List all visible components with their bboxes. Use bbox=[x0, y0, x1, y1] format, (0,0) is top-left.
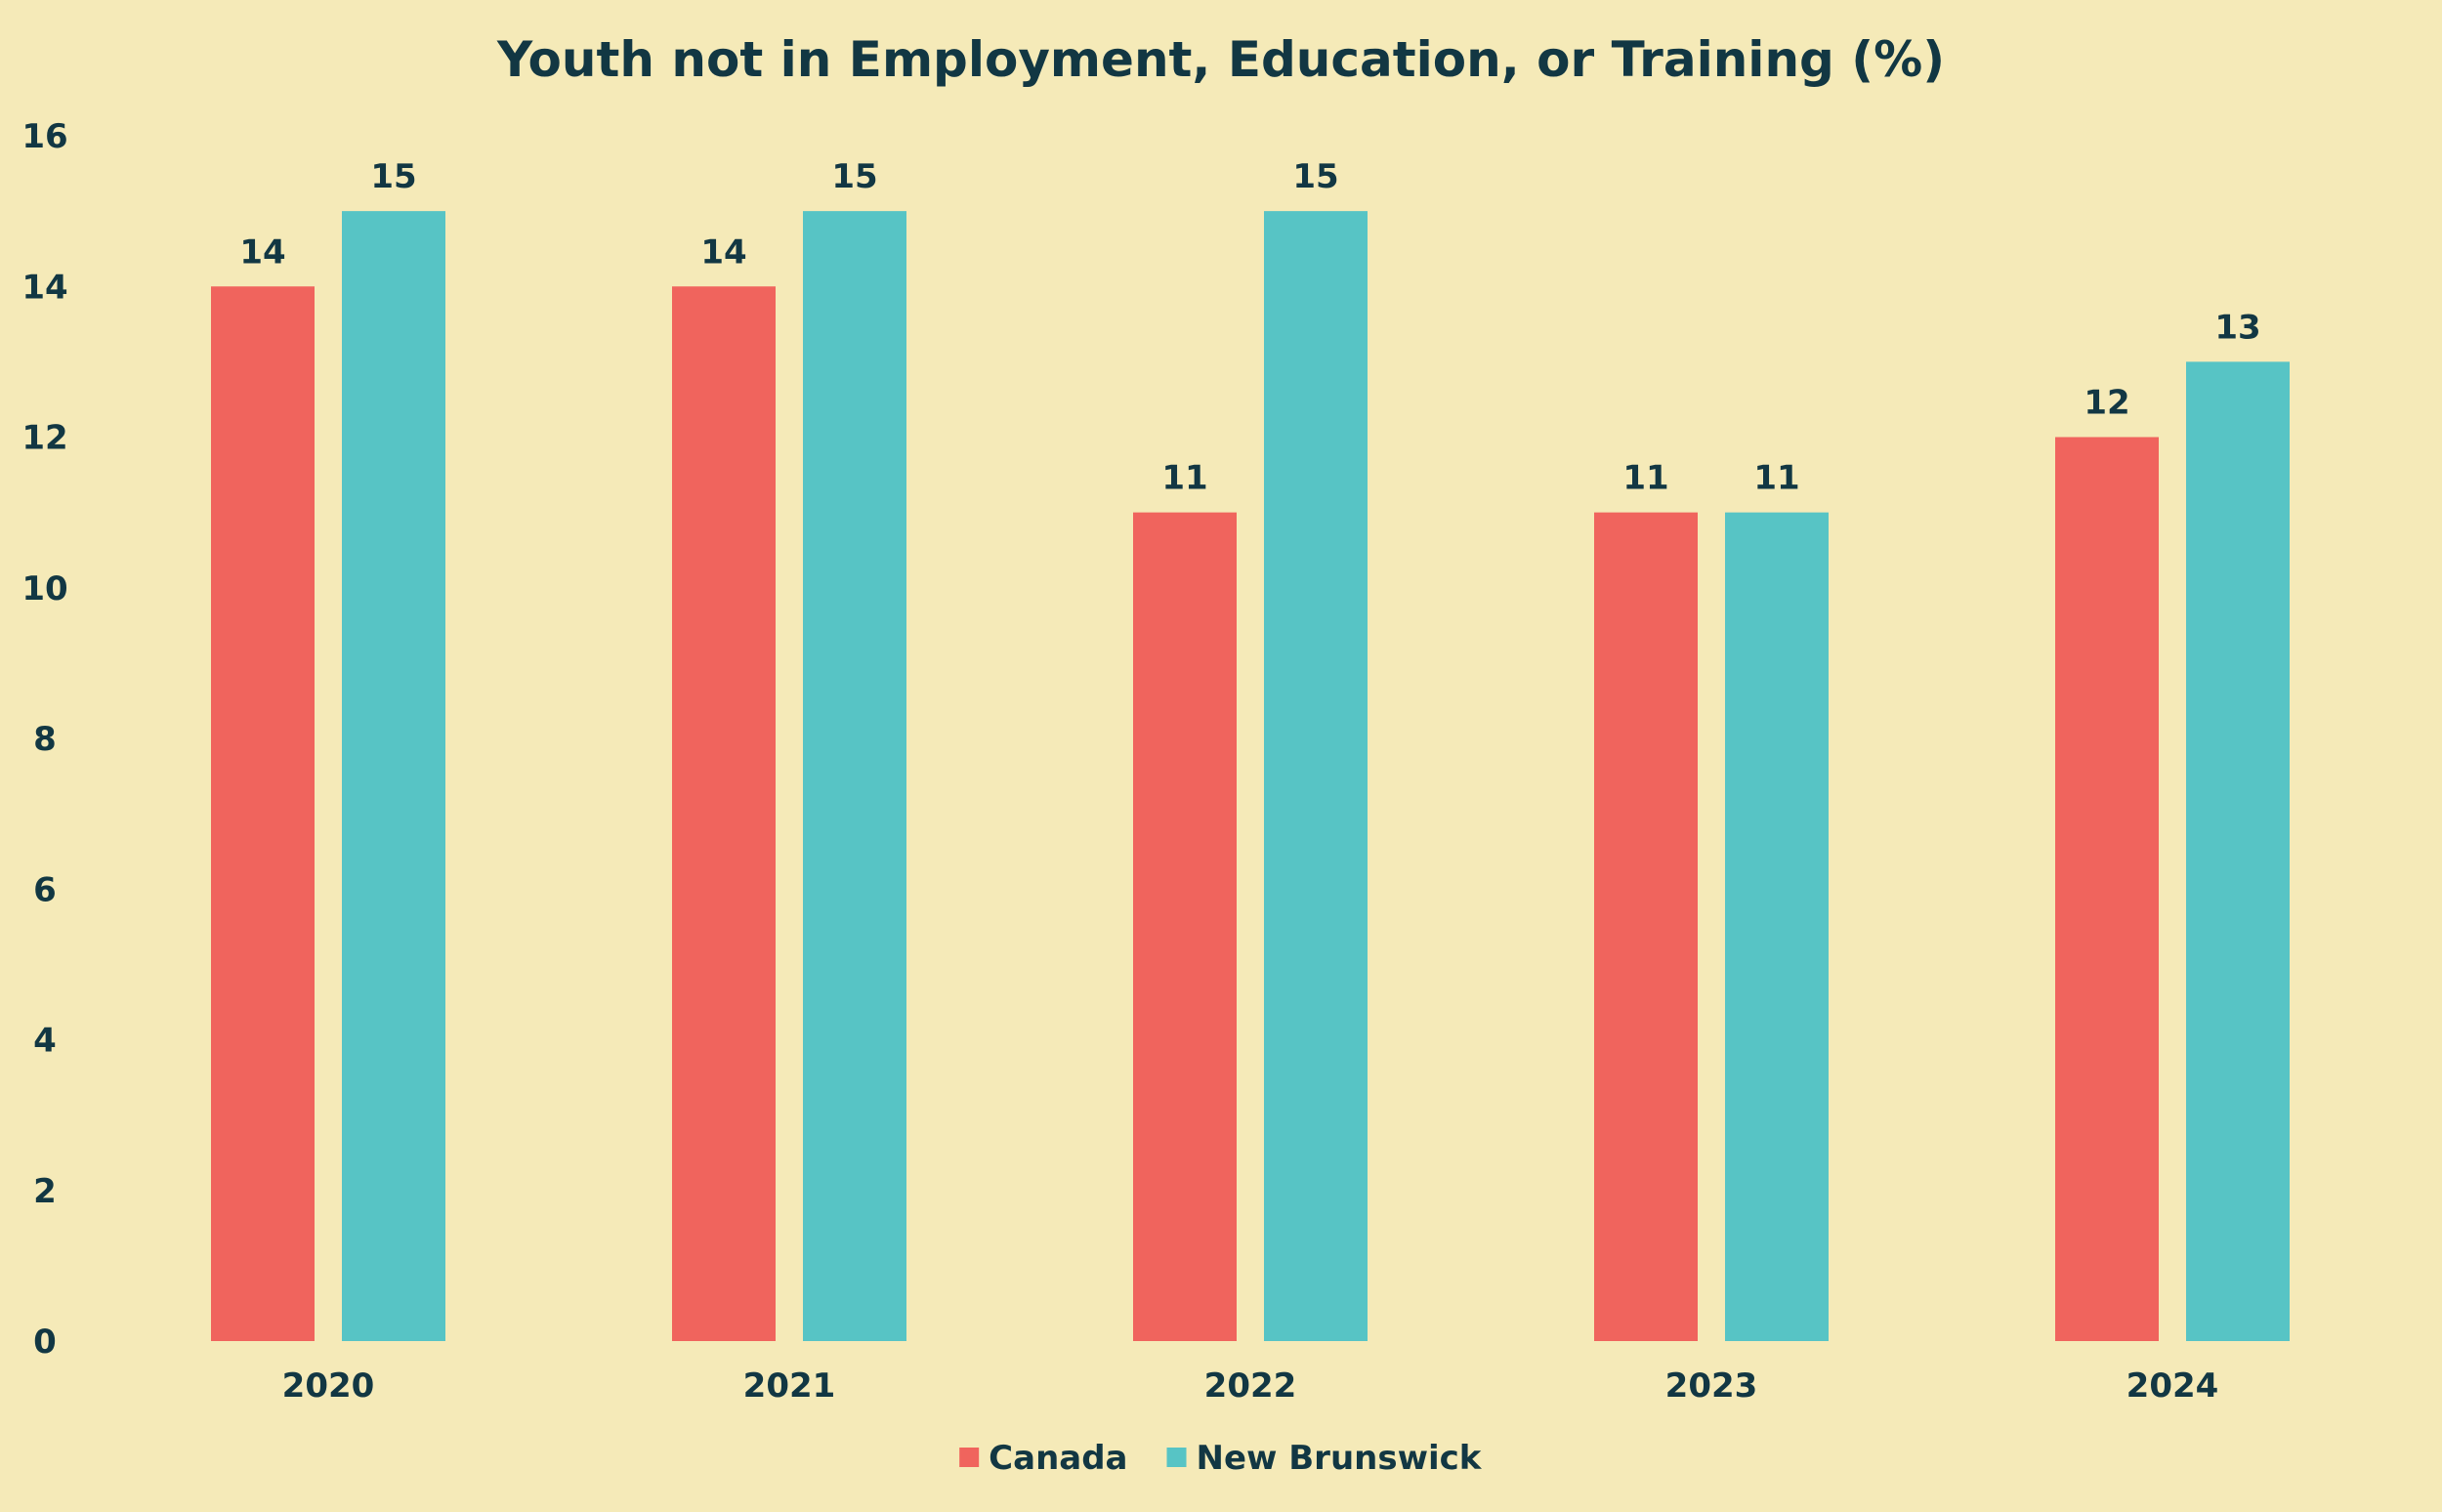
bar-new-brunswick-2023 bbox=[1725, 512, 1829, 1341]
data-label: 11 bbox=[1161, 459, 1207, 498]
legend: Canada New Brunswick bbox=[959, 1439, 1483, 1478]
chart-title: Youth not in Employment, Education, or T… bbox=[496, 31, 1945, 88]
data-label: 15 bbox=[370, 157, 416, 196]
x-tick-label: 2020 bbox=[282, 1366, 375, 1406]
bar-canada-2023 bbox=[1594, 512, 1698, 1341]
x-tick-label: 2022 bbox=[1204, 1366, 1297, 1406]
y-tick-label: 12 bbox=[21, 419, 67, 458]
x-tick-label: 2024 bbox=[2126, 1366, 2219, 1406]
bar-canada-2022 bbox=[1133, 512, 1237, 1341]
data-label: 15 bbox=[831, 157, 877, 196]
legend-label: New Brunswick bbox=[1197, 1439, 1483, 1478]
y-tick-label: 10 bbox=[21, 569, 67, 609]
y-tick-label: 8 bbox=[33, 720, 57, 759]
data-label: 13 bbox=[2214, 308, 2260, 347]
legend-swatch bbox=[1166, 1448, 1187, 1467]
bar-new-brunswick-2024 bbox=[2186, 361, 2290, 1341]
y-tick-label: 0 bbox=[33, 1323, 57, 1362]
data-label: 14 bbox=[239, 232, 285, 272]
value-labels-group: 14 15 14 15 11 15 11 11 12 13 bbox=[239, 157, 2260, 498]
bar-canada-2021 bbox=[672, 286, 776, 1341]
legend-swatch bbox=[959, 1448, 980, 1467]
bar-canada-2020 bbox=[211, 286, 315, 1341]
y-tick-label: 4 bbox=[33, 1022, 57, 1061]
data-label: 14 bbox=[700, 232, 746, 272]
bars-group bbox=[211, 211, 2290, 1341]
data-label: 11 bbox=[1753, 459, 1799, 498]
x-axis: 2020 2021 2022 2023 2024 bbox=[282, 1366, 2219, 1406]
x-tick-label: 2023 bbox=[1665, 1366, 1758, 1406]
x-tick-label: 2021 bbox=[743, 1366, 836, 1406]
data-label: 12 bbox=[2084, 384, 2129, 423]
y-tick-label: 6 bbox=[33, 870, 57, 909]
y-tick-label: 16 bbox=[21, 117, 67, 156]
y-tick-label: 14 bbox=[21, 268, 67, 307]
bar-canada-2024 bbox=[2055, 437, 2159, 1341]
y-axis: 0 2 4 6 8 10 12 14 16 bbox=[21, 117, 67, 1362]
data-label: 15 bbox=[1292, 157, 1338, 196]
bar-new-brunswick-2022 bbox=[1264, 211, 1368, 1341]
y-tick-label: 2 bbox=[33, 1172, 57, 1211]
bar-new-brunswick-2021 bbox=[803, 211, 906, 1341]
data-label: 11 bbox=[1622, 459, 1668, 498]
legend-label: Canada bbox=[989, 1439, 1127, 1478]
bar-new-brunswick-2020 bbox=[342, 211, 445, 1341]
